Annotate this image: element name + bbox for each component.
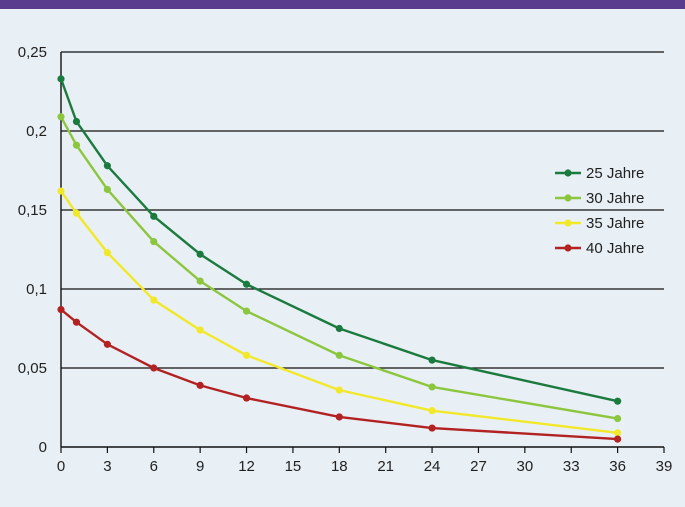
data-point [72, 209, 81, 217]
data-point [103, 340, 111, 348]
data-point [614, 435, 622, 443]
legend-item: 25 Jahre [555, 165, 644, 182]
series-1 [57, 113, 622, 423]
x-tick-label: 27 [470, 458, 487, 475]
x-tick-label: 9 [196, 458, 204, 475]
series-line [60, 190, 618, 434]
legend-item: 30 Jahre [555, 190, 644, 207]
x-tick-label: 6 [150, 458, 158, 475]
data-point [196, 326, 204, 334]
legend-label: 40 Jahre [586, 240, 644, 257]
data-point [72, 318, 81, 326]
data-point [196, 250, 204, 258]
x-axis-ticks: 0 3 6 9 12 15 18 21 24 27 30 33 36 39 [57, 447, 673, 475]
data-point [242, 280, 251, 288]
x-tick-label: 39 [656, 458, 673, 475]
data-point [335, 351, 343, 359]
data-point [614, 397, 622, 405]
legend-swatch-marker [564, 169, 572, 177]
series-0 [57, 75, 622, 405]
data-point [428, 407, 436, 415]
data-point [614, 429, 622, 437]
data-point [57, 75, 65, 83]
data-point [150, 364, 158, 372]
legend-swatch-marker [564, 244, 572, 252]
y-tick-label: 0,25 [18, 44, 47, 61]
x-tick-label: 18 [331, 458, 348, 475]
x-tick-label: 15 [285, 458, 302, 475]
y-tick-label: 0,2 [26, 123, 47, 140]
data-point [150, 212, 158, 220]
x-tick-label: 21 [377, 458, 394, 475]
x-tick-label: 24 [424, 458, 441, 475]
legend-label: 30 Jahre [586, 190, 644, 207]
series-group [57, 75, 622, 443]
top-accent-bar [0, 0, 685, 9]
data-point [242, 394, 251, 402]
series-line [59, 116, 618, 420]
series-2 [57, 187, 622, 437]
y-tick-label: 0,15 [18, 202, 47, 219]
data-point [150, 238, 158, 246]
data-point [428, 356, 436, 364]
data-point [57, 187, 65, 195]
data-point [614, 414, 622, 423]
data-point [335, 324, 343, 333]
grid-lines [60, 51, 664, 448]
legend-swatch-marker [564, 194, 572, 202]
legend-label: 35 Jahre [586, 215, 644, 232]
legend-label: 25 Jahre [586, 165, 644, 182]
data-point [103, 162, 111, 170]
data-point [335, 413, 343, 421]
data-point [196, 381, 204, 389]
x-tick-label: 3 [103, 458, 111, 475]
legend-item: 40 Jahre [555, 240, 644, 257]
data-point [150, 296, 158, 304]
data-point [196, 277, 204, 285]
x-tick-label: 12 [238, 458, 255, 475]
data-point [335, 386, 343, 394]
x-tick-label: 30 [517, 458, 534, 475]
y-axis-ticks: 0 0,05 0,1 0,15 0,2 0,25 [18, 44, 47, 456]
data-point [103, 185, 111, 194]
data-point [103, 249, 111, 257]
legend-swatch-marker [564, 219, 572, 227]
x-tick-label: 0 [57, 458, 65, 475]
data-point [57, 113, 65, 121]
data-point [242, 307, 251, 315]
data-point [242, 351, 251, 359]
series-3 [57, 305, 622, 443]
x-tick-label: 33 [563, 458, 580, 475]
legend: 25 Jahre 30 Jahre 35 Jahre 40 Jahre [555, 165, 644, 257]
y-tick-label: 0,1 [26, 281, 47, 298]
y-tick-label: 0,05 [18, 360, 47, 377]
data-point [57, 305, 65, 314]
y-tick-label: 0 [39, 439, 47, 456]
data-point [72, 141, 81, 149]
legend-item: 35 Jahre [555, 215, 644, 232]
data-point [428, 424, 436, 432]
data-point [428, 383, 436, 391]
data-point [72, 117, 81, 126]
x-tick-label: 36 [609, 458, 626, 475]
